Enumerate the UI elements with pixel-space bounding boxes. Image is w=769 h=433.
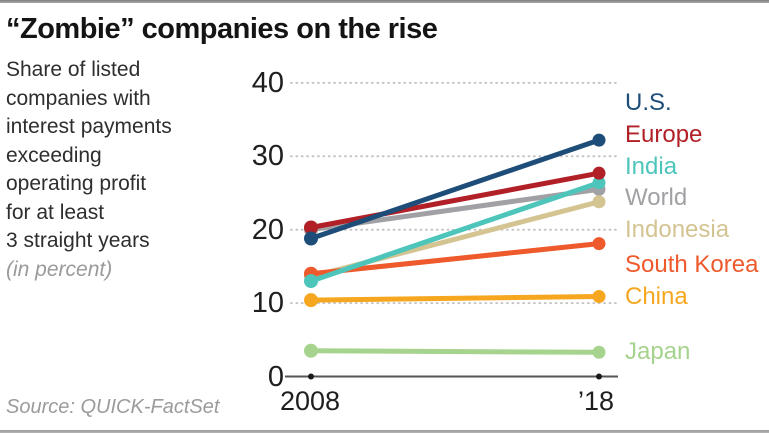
x-axis-tick-label-2008: 2008 [279, 386, 341, 416]
legend-label-south-korea: South Korea [625, 251, 759, 278]
chart-subtitle: Share of listed companies with interest … [6, 56, 246, 284]
series-end-dot-europe [592, 166, 606, 180]
legend-label-europe: Europe [625, 121, 703, 148]
x-axis-tick-label-2018: ’18 [577, 386, 615, 416]
subtitle-line: interest payments [6, 115, 172, 138]
unit-note: (in percent) [6, 257, 113, 281]
y-axis-tick-label-20: 20 [251, 213, 284, 246]
subtitle-line: exceeding [6, 143, 102, 167]
legend-label-world: World [625, 184, 688, 211]
legend-label-china: China [625, 283, 688, 310]
series-end-dot-japan [592, 345, 606, 359]
y-axis-tick-label-40: 40 [251, 66, 284, 99]
source-credit: Source: QUICK-FactSet [6, 396, 220, 418]
series-line-japan [308, 348, 602, 355]
bottom-border [0, 430, 769, 433]
y-axis-tick-label-30: 30 [251, 140, 284, 173]
series-start-dot-china [304, 293, 318, 308]
series-start-dot-japan [304, 343, 318, 358]
series-line-china [308, 293, 602, 303]
series-end-dot-china [592, 289, 606, 303]
subtitle-line: for at least [6, 200, 105, 224]
subtitle-line: Share of listed [6, 58, 141, 81]
y-axis-tick-label-0: 0 [267, 360, 284, 393]
series-end-dot-indonesia [592, 195, 606, 209]
legend-label-india: India [625, 153, 678, 180]
subtitle-line: companies with [6, 86, 151, 110]
series-start-dot-europe [304, 220, 318, 235]
series-line-u-s [308, 137, 602, 242]
legend-label-indonesia: Indonesia [625, 216, 730, 243]
series-end-dot-u-s [592, 133, 606, 147]
series-line-india [308, 180, 602, 284]
legend-label-u-s: U.S. [625, 89, 672, 116]
series-line-south-korea [308, 241, 602, 277]
axis-tick-dot-2018 [596, 373, 602, 380]
series-line-europe [308, 170, 602, 230]
axis-tick-dot-2008 [308, 373, 314, 380]
series-start-dot-u-s [304, 231, 318, 246]
page-title: “Zombie” companies on the rise [6, 13, 438, 45]
subtitle-line: operating profit [6, 172, 147, 195]
series-end-dot-south-korea [592, 237, 606, 251]
subtitle-line: 3 straight years [6, 229, 150, 252]
series-start-dot-india [304, 274, 318, 289]
y-axis-tick-label-10: 10 [251, 287, 284, 320]
series-end-dot-india [592, 176, 606, 190]
legend-label-japan: Japan [625, 338, 691, 365]
top-border [0, 0, 769, 3]
